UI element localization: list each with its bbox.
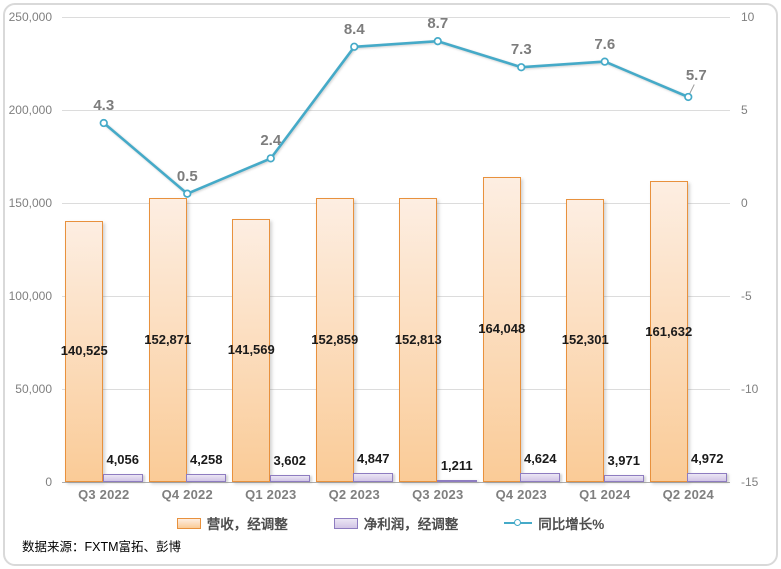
line-marker — [517, 63, 526, 72]
legend-label-revenue: 营收，经调整 — [206, 517, 288, 532]
net-profit-bar — [269, 475, 310, 482]
x-axis-tick-label: Q4 2022 — [161, 487, 213, 502]
line-marker — [600, 57, 609, 66]
gridline — [62, 109, 730, 111]
y-axis-left-tick-label: 100,000 — [8, 289, 52, 303]
revenue-bar — [399, 197, 438, 482]
line-marker — [350, 42, 359, 51]
revenue-bar — [315, 197, 354, 482]
x-axis-tick-label: Q2 2023 — [328, 487, 380, 502]
y-axis-right-tick-label: 10 — [741, 10, 755, 24]
y-axis-right-tick-label: 0 — [741, 196, 748, 210]
legend-label-yoy-growth: 同比增长% — [538, 517, 605, 532]
x-axis-tick-label: Q1 2023 — [245, 487, 297, 502]
yoy-line-swatch-icon — [504, 517, 533, 529]
revenue-bar — [232, 218, 271, 482]
revenue-value-label: 161,632 — [645, 323, 693, 339]
net-profit-bar — [436, 479, 477, 482]
x-axis-line — [62, 481, 730, 483]
line-marker — [183, 189, 192, 198]
x-axis-tick-label: Q3 2022 — [78, 487, 130, 502]
legend-item-revenue: 营收，经调整 — [176, 513, 288, 533]
gridline — [62, 295, 730, 297]
y-axis-left-tick-label: 0 — [45, 475, 52, 489]
yoy-value-label: 7.6 — [594, 35, 616, 53]
gridline — [62, 16, 730, 18]
y-axis-left-tick-label: 200,000 — [8, 103, 52, 117]
net-profit-value-label: 4,624 — [523, 451, 557, 467]
revenue-value-label: 140,525 — [60, 343, 108, 359]
net-profit-bar — [520, 473, 561, 482]
net-profit-bar — [603, 474, 644, 482]
line-marker — [99, 118, 108, 128]
net-profit-bar — [353, 472, 394, 482]
yoy-value-label: 8.4 — [343, 20, 365, 38]
revenue-value-label: 152,871 — [144, 331, 192, 347]
yoy-value-label: 5.7 — [685, 66, 707, 84]
legend-item-net-profit: 净利润，经调整 — [333, 513, 459, 533]
revenue-value-label: 152,859 — [311, 331, 359, 347]
yoy-value-label: 8.7 — [427, 15, 449, 33]
line-marker — [684, 92, 693, 102]
legend: 营收，经调整 净利润，经调整 同比增长% — [0, 513, 781, 533]
y-axis-right-tick-label: -10 — [741, 382, 759, 396]
net-profit-value-label: 3,602 — [273, 453, 307, 469]
revenue-bar — [566, 198, 605, 482]
revenue-bar — [482, 176, 521, 482]
net-profit-value-label: 4,847 — [356, 450, 390, 466]
revenue-swatch-icon — [176, 517, 201, 529]
legend-item-yoy-growth: 同比增长% — [504, 513, 604, 533]
net-profit-bar — [102, 474, 143, 482]
revenue-bar — [148, 197, 187, 482]
y-axis-left-tick-label: 50,000 — [15, 382, 52, 396]
revenue-value-label: 164,048 — [478, 321, 526, 337]
revenue-value-label: 152,301 — [561, 332, 609, 348]
revenue-value-label: 141,569 — [227, 342, 275, 358]
net-profit-bar — [687, 472, 728, 482]
yoy-value-label: 2.4 — [260, 132, 282, 150]
net-profit-swatch-icon — [333, 517, 358, 529]
revenue-bar — [649, 181, 688, 482]
yoy-value-label: 0.5 — [176, 167, 198, 185]
x-axis-tick-label: Q3 2023 — [412, 487, 464, 502]
net-profit-value-label: 4,056 — [106, 452, 140, 468]
y-axis-right-tick-label: -15 — [741, 475, 759, 489]
legend-label-net-profit: 净利润，经调整 — [363, 517, 459, 532]
x-axis-tick-label: Q1 2024 — [579, 487, 631, 502]
y-axis-right-tick-label: 5 — [741, 103, 748, 117]
x-axis-tick-label: Q2 2024 — [662, 487, 714, 502]
line-marker — [266, 154, 275, 163]
net-profit-value-label: 4,258 — [189, 452, 223, 468]
yoy-value-label: 7.3 — [510, 41, 532, 59]
revenue-value-label: 152,813 — [394, 331, 442, 347]
net-profit-bar — [186, 474, 227, 482]
y-axis-left-tick-label: 250,000 — [8, 10, 52, 24]
gridline — [62, 388, 730, 390]
yoy-value-label: 4.3 — [93, 97, 115, 115]
y-axis-left-tick-label: 150,000 — [8, 196, 52, 210]
line-marker — [433, 37, 442, 46]
data-source-note: 数据来源：FXTM富拓、彭博 — [22, 540, 182, 554]
revenue-bar — [65, 220, 104, 482]
y-axis-right-tick-label: -5 — [741, 289, 752, 303]
net-profit-value-label: 4,972 — [690, 450, 724, 466]
callout-leader-line — [689, 84, 695, 94]
net-profit-value-label: 3,971 — [607, 452, 641, 468]
gridline — [62, 202, 730, 204]
net-profit-value-label: 1,211 — [440, 457, 473, 473]
x-axis-tick-label: Q4 2023 — [495, 487, 547, 502]
